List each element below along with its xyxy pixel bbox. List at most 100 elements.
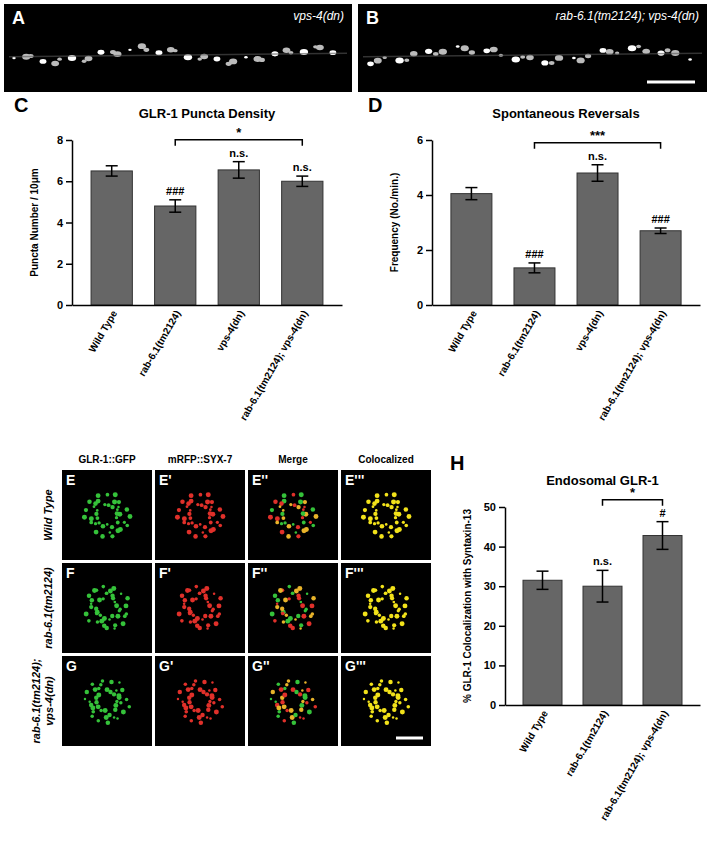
fluorescent-spot [287,679,291,683]
punctum [541,60,548,65]
fluorescent-spot [113,716,115,718]
fluorescent-spot [90,602,93,605]
fluorescent-spot [302,521,306,525]
fluorescent-spot [177,698,179,700]
error-cap [528,272,540,274]
fluorescent-spot [402,521,405,524]
tick: rab-6.1(tm2124) [564,705,610,778]
fluorescent-spot [209,528,214,533]
micrograph-cell: E' [155,470,245,560]
fluorescent-spot [198,591,202,595]
panel-letter: C [14,94,28,116]
fluorescent-spot [210,500,214,504]
error-bar [106,166,118,176]
micrograph-panel: Brab-6.1(tm2124); vps-4(dn) [358,4,707,92]
panel-letter: D [368,94,382,116]
fluorescent-spot [395,521,399,525]
tick: 2 [57,258,72,270]
tick-label: 10 [484,659,496,671]
bar [583,586,622,705]
fluorescent-spot [185,588,190,593]
punctum [173,49,178,52]
punctum [512,56,520,62]
fluorescent-spot [281,516,285,520]
micrograph [155,563,245,653]
error-bar [528,263,540,273]
panel-caption: vps-4(dn) [293,9,344,23]
fluorescent-spot [285,683,288,686]
fluorescent-spot [396,506,399,509]
fluorescent-spot [187,522,190,525]
fluorescent-spot [310,603,315,608]
bar [155,206,196,305]
tick-label: 4 [57,217,64,229]
fluorescent-spot [102,585,106,589]
bar-chart: 0246Wild Typerab-6.1(tm2124)vps-4(dn)rab… [368,94,701,422]
fluorescent-spot [396,695,401,700]
fluorescent-spot [376,598,381,603]
tick: rab-6.1(tm2124) [496,305,542,378]
fluorescent-spot [369,602,372,605]
bar [523,580,562,705]
error-cap [106,165,118,167]
error-cap [465,199,477,201]
fluorescent-spot [89,605,93,609]
error-cap [169,199,181,201]
punctum [374,58,382,64]
tick: 4 [417,189,432,201]
fluorescent-spot [303,695,308,700]
fluorescent-spot [184,710,188,714]
tick-label: Wild Type [517,708,550,754]
fluorescent-spot [291,591,295,595]
column-header: Merge [278,454,308,465]
fluorescent-spot [394,516,397,519]
fluorescent-spot [296,614,300,618]
fluorescent-spot [399,688,403,692]
fluorescent-spot [274,700,277,703]
fluorescent-spot [304,609,307,612]
fluorescent-spot [295,680,299,684]
fluorescent-spot [363,508,367,512]
error-cap [233,177,245,179]
fluorescent-spot [311,596,316,601]
fluorescent-spot [389,534,393,538]
fluorescent-spot [195,585,199,589]
fluorescent-spot [392,627,394,629]
fluorescent-spot [192,683,195,686]
fluorescent-spot [389,505,393,509]
micrograph-cell: E [62,470,152,560]
punctum [490,47,498,53]
fluorescent-spot [97,598,102,603]
error-cap [657,521,669,523]
tick: 0 [417,299,432,311]
fluorescent-spot [102,623,107,628]
fluorescent-spot [106,493,110,497]
error-cap [537,570,549,572]
tick: rab-6.1(tm2124); vps-4(dn) [596,305,668,422]
micrograph [248,656,338,746]
tick: 50 [484,501,505,513]
fluorescent-spot [204,586,209,591]
fluorescent-spot [385,493,389,497]
fluorescent-spot [314,514,319,519]
fluorescent-spot [273,499,278,504]
tick-label: 40 [484,541,496,553]
punctum [229,59,237,65]
error-stem [174,200,176,212]
fluorescent-spot [393,601,396,604]
punctum [404,58,409,62]
row-label: rab-6.1(tm2124) [42,567,54,649]
fluorescent-spot [283,598,288,603]
fluorescent-spot [280,700,284,704]
error-cap [592,181,604,183]
fluorescent-spot [189,693,194,698]
panel-letter: B [366,8,379,28]
fluorescent-spot [114,603,119,608]
fluorescent-spot [99,614,102,617]
y-axis-title: % GLR-1 Colocalization with Syntaxin-13 [462,509,473,703]
fluorescent-spot [299,716,301,718]
bar-chart: 01020304050Wild Typerab-6.1(tm2124)rab-6… [450,452,701,822]
tick-label: Wild Type [446,308,479,354]
fluorescent-spot [216,521,219,524]
tick: Wild Type [446,305,479,354]
